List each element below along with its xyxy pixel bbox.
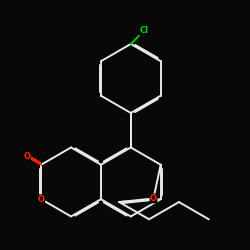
Text: Cl: Cl [140, 26, 149, 35]
Text: O: O [38, 195, 45, 204]
Text: O: O [23, 152, 30, 161]
Text: O: O [150, 194, 157, 203]
